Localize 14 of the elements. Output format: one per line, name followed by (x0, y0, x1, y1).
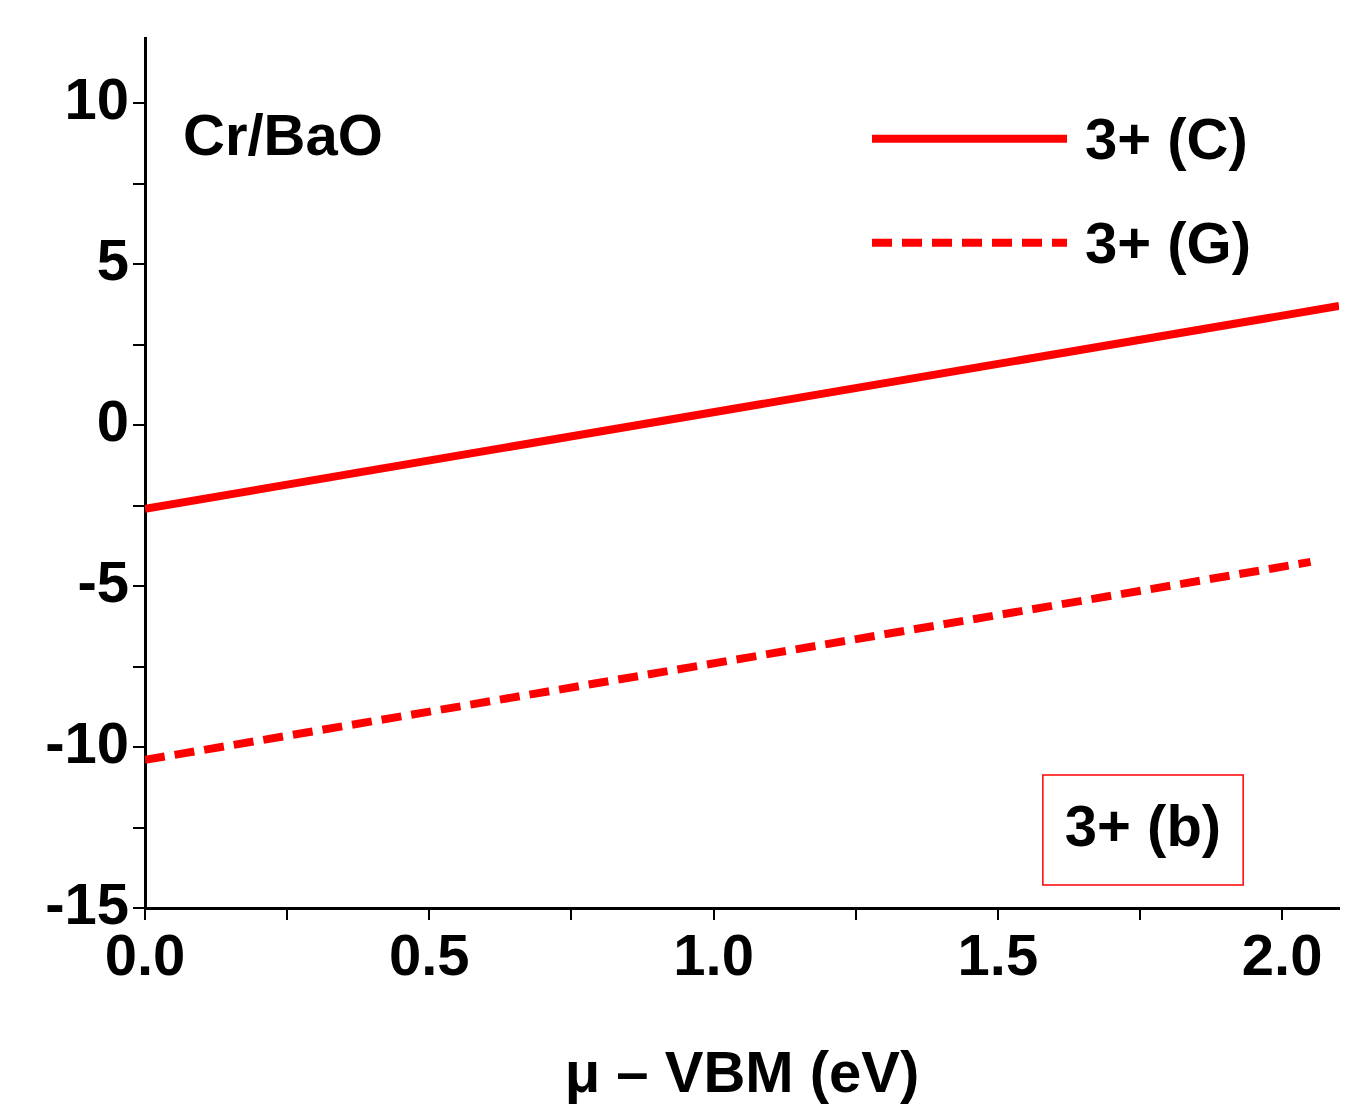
y-tick-label: 5 (96, 227, 129, 293)
x-axis-title: μ – VBM (eV) (564, 1039, 920, 1105)
x-tick-label: 2.0 (1241, 921, 1323, 987)
x-tick-label: 0.5 (388, 921, 470, 987)
y-tick-label: 10 (64, 66, 129, 132)
x-tick-label: 1.0 (673, 921, 754, 987)
annotation: 3+ (b) (1064, 793, 1222, 858)
y-tick-label: -10 (45, 710, 129, 776)
y-tick-label: -5 (77, 549, 129, 615)
annotation: Cr/BaO (183, 101, 383, 167)
legend-label: 3+ (C) (1085, 105, 1248, 171)
x-tick-label: 1.5 (957, 921, 1039, 987)
y-tick-label: 0 (96, 388, 129, 454)
legend-label: 3+ (G) (1085, 209, 1251, 275)
